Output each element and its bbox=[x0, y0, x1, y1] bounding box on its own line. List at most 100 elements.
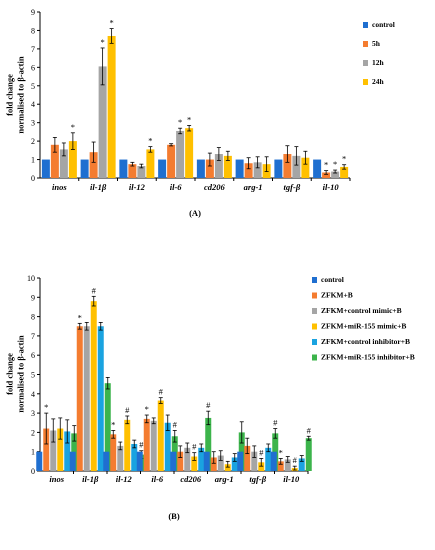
chart-1-bar bbox=[274, 159, 283, 178]
chart-1-bar bbox=[41, 159, 50, 178]
chart-2-significance-mark: # bbox=[159, 387, 164, 397]
chart-1-y-tick-label: 5 bbox=[31, 82, 35, 91]
chart-1-y-tick-label: 0 bbox=[31, 174, 35, 183]
chart-1-bar bbox=[98, 66, 107, 178]
chart-2-bar bbox=[224, 464, 231, 471]
chart-2-bar bbox=[57, 428, 64, 471]
chart-1-y-tick-label: 7 bbox=[31, 45, 35, 54]
chart-1-significance-mark: * bbox=[101, 37, 105, 47]
chart-1-y-tick-label: 6 bbox=[31, 63, 35, 72]
chart-1-category-label: inos bbox=[52, 182, 67, 192]
chart-1-panel-label: (A) bbox=[189, 208, 201, 218]
chart-2-bar bbox=[104, 383, 111, 471]
chart-2-bar bbox=[43, 428, 50, 471]
chart-2-bar bbox=[231, 457, 238, 471]
chart-1-category-label: il-10 bbox=[323, 182, 340, 192]
chart-2-category-label: inos bbox=[49, 474, 64, 484]
chart-1-legend-swatch bbox=[363, 22, 368, 28]
chart-2-significance-mark: # bbox=[206, 400, 211, 410]
chart-1-bar bbox=[196, 159, 205, 178]
chart-1-bar bbox=[322, 172, 331, 178]
chart-2-y-axis-label: fold change bbox=[5, 353, 15, 395]
chart-2-bar bbox=[103, 451, 110, 471]
chart-2-legend-swatch bbox=[312, 277, 317, 283]
chart-1-y-tick-label: 2 bbox=[31, 137, 35, 146]
chart-1-significance-mark: * bbox=[110, 18, 114, 28]
chart-2-y-tick-label: 5 bbox=[31, 371, 35, 380]
chart-1-bar bbox=[331, 171, 340, 178]
chart-2-significance-mark: # bbox=[173, 419, 178, 429]
chart-2-bar bbox=[90, 301, 97, 471]
chart-2-bar bbox=[251, 451, 258, 471]
chart-2-category-label: il-10 bbox=[283, 474, 300, 484]
chart-1-bar bbox=[176, 130, 185, 178]
chart-2-y-tick-label: 1 bbox=[31, 448, 35, 457]
chart-2-legend-label: ZFKM+B bbox=[321, 291, 353, 300]
chart-2-bar bbox=[265, 447, 272, 471]
chart-1-bar bbox=[89, 152, 98, 178]
chart-1-bar bbox=[244, 163, 253, 178]
chart-1-bar bbox=[68, 141, 77, 178]
chart-1-bar bbox=[137, 166, 146, 178]
chart-2-bar bbox=[191, 456, 198, 471]
chart-1-bar bbox=[119, 159, 128, 178]
chart-2-bar bbox=[69, 451, 76, 471]
chart-2-legend-label: control bbox=[321, 275, 344, 284]
chart-2-legend-swatch bbox=[312, 292, 317, 299]
chart-1-bar bbox=[235, 159, 244, 178]
chart-2-bar bbox=[143, 418, 150, 471]
chart-2-bar bbox=[164, 422, 171, 471]
chart-2-significance-mark: # bbox=[192, 442, 197, 452]
chart-1-category-label: cd206 bbox=[204, 182, 226, 192]
chart-2-category-label: il-1β bbox=[82, 474, 99, 484]
chart-2-category-label: cd206 bbox=[180, 474, 202, 484]
chart-2-bar bbox=[76, 326, 83, 471]
chart-1-y-tick-label: 4 bbox=[31, 100, 35, 109]
chart-1-bar bbox=[59, 149, 68, 178]
chart-2-significance-mark: * bbox=[145, 404, 149, 414]
chart-2-significance-mark: # bbox=[139, 440, 144, 450]
chart-1-legend-swatch bbox=[363, 79, 368, 85]
chart-2-bar bbox=[298, 458, 305, 471]
chart-2-significance-mark: # bbox=[259, 447, 264, 457]
chart-2-category-label: tgf-β bbox=[249, 474, 266, 484]
chart-2-bar bbox=[205, 417, 212, 471]
chart-1-bar bbox=[146, 149, 155, 178]
chart-1-bar bbox=[292, 155, 301, 178]
chart-1-bar bbox=[283, 154, 292, 178]
chart-2-significance-mark: * bbox=[111, 419, 115, 429]
chart-1-bar bbox=[107, 35, 116, 178]
chart-2-y-tick-label: 4 bbox=[31, 390, 35, 399]
chart-1-significance-mark: * bbox=[342, 154, 346, 164]
chart-2-category-label: il-6 bbox=[151, 474, 164, 484]
chart-1-legend-label: 5h bbox=[372, 39, 381, 48]
chart-2-bar bbox=[203, 451, 210, 471]
chart-2-bar bbox=[237, 451, 244, 471]
chart-2-bar bbox=[284, 459, 291, 471]
chart-1-bar bbox=[223, 155, 232, 178]
chart-2-bar bbox=[277, 461, 284, 471]
chart-2-bar bbox=[124, 419, 131, 471]
chart-2-significance-mark: # bbox=[125, 405, 130, 415]
chart-2-bar bbox=[210, 457, 217, 471]
chart-2-legend-label: ZFKM+control mimic+B bbox=[321, 306, 402, 315]
chart-1-bar bbox=[313, 159, 322, 178]
chart-2-significance-mark: # bbox=[273, 418, 278, 428]
chart-2-legend-swatch bbox=[312, 339, 317, 345]
chart-1-y-tick-label: 8 bbox=[31, 26, 35, 35]
chart-2-legend-label: ZFKM+control inhibitor+B bbox=[321, 337, 410, 346]
chart-1-bar bbox=[214, 154, 223, 178]
chart-1-bar bbox=[128, 164, 137, 178]
chart-2-significance-mark: # bbox=[92, 285, 97, 295]
chart-1-significance-mark: * bbox=[148, 136, 152, 146]
chart-2-legend-swatch bbox=[312, 323, 317, 330]
chart-2-bar bbox=[110, 434, 117, 471]
chart-2-bar bbox=[64, 431, 71, 471]
chart-2-bar bbox=[97, 326, 104, 471]
chart-2-y-tick-label: 3 bbox=[31, 409, 35, 418]
chart-2-significance-mark: # bbox=[307, 425, 312, 435]
chart-2-bar bbox=[270, 451, 277, 471]
chart-2-bar bbox=[177, 451, 184, 471]
chart-2-bar bbox=[136, 451, 143, 471]
